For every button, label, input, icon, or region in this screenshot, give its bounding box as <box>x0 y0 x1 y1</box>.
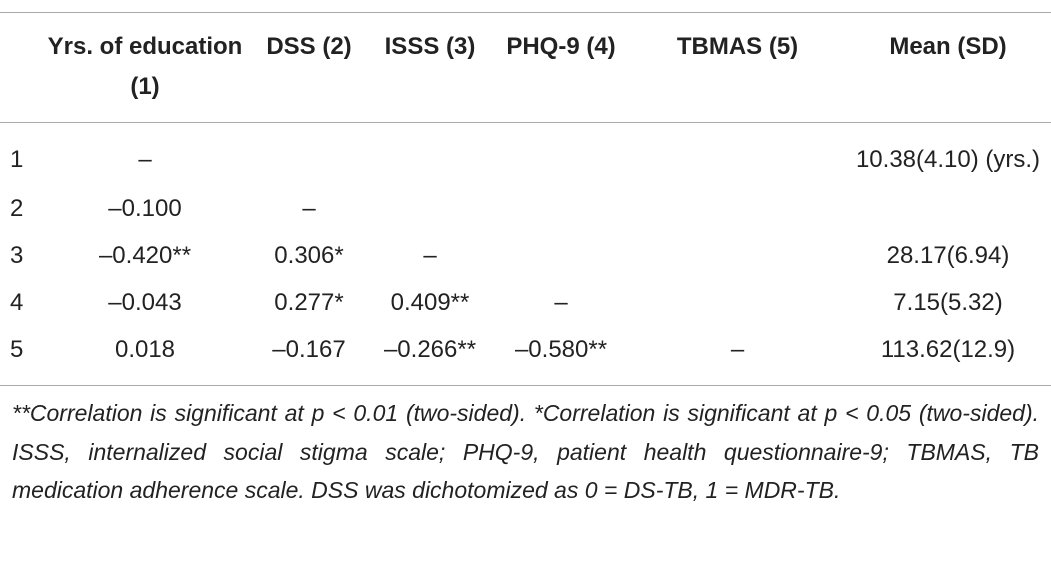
correlation-table: Yrs. of education (1) DSS (2) ISSS (3) PHQ-… <box>0 12 1051 386</box>
empty-cell <box>630 123 845 186</box>
correlation-cell: – <box>730 335 745 363</box>
mean-cell: 28.17(6.94) <box>886 241 1010 269</box>
header-cell: TBMAS (5) <box>676 33 799 60</box>
mean-cell: 7.15(5.32) <box>893 288 1003 316</box>
row-label: 2 <box>10 194 24 222</box>
header-cell <box>0 13 40 123</box>
correlation-cell: –0.100 <box>108 194 182 222</box>
footnote: **Correlation is significant at p < 0.01… <box>12 400 1039 503</box>
correlation-cell: –0.167 <box>272 335 346 363</box>
table-row: 2 –0.100 – <box>0 185 1051 232</box>
empty-cell <box>845 185 1051 232</box>
mean-cell: 10.38(4.10) (yrs.) <box>855 146 1041 173</box>
row-label: 4 <box>10 288 24 316</box>
table-header: Yrs. of education (1) DSS (2) ISSS (3) PHQ-… <box>0 12 1051 123</box>
empty-cell <box>250 123 368 186</box>
empty-cell <box>630 232 845 279</box>
header-cell: Mean (SD) <box>889 33 1007 60</box>
empty-cell <box>492 185 630 232</box>
correlation-cell: –0.580** <box>514 335 608 363</box>
correlation-cell: – <box>423 241 437 269</box>
empty-cell <box>630 185 845 232</box>
empty-cell <box>492 123 630 186</box>
correlation-cell: –0.043 <box>108 288 182 316</box>
row-label: 3 <box>10 241 24 269</box>
mean-cell: 113.62(12.9) <box>880 335 1016 363</box>
correlation-cell: – <box>138 146 152 173</box>
table-container: Yrs. of education (1) DSS (2) ISSS (3) PHQ-… <box>0 12 1051 503</box>
table-row: 3 –0.420** 0.306* – 28.17(6.94) <box>0 232 1051 279</box>
correlation-cell: 0.409** <box>390 288 470 316</box>
correlation-cell: 0.018 <box>114 335 176 363</box>
empty-cell <box>368 185 492 232</box>
table-row: 4 –0.043 0.277* 0.409** – 7.15(5.32) <box>0 279 1051 326</box>
empty-cell <box>630 279 845 326</box>
correlation-cell: –0.266** <box>383 335 477 363</box>
correlation-cell: 0.306* <box>274 241 344 269</box>
header-row: Yrs. of education (1) DSS (2) ISSS (3) PHQ-… <box>0 12 1051 123</box>
correlation-cell: – <box>554 288 568 316</box>
header-cell: Yrs. of education (1) <box>47 33 243 100</box>
row-label: 5 <box>10 335 24 363</box>
correlation-cell: – <box>302 194 316 222</box>
table-row: 5 0.018 –0.167 –0.266** –0.580** – 113.62(12.9… <box>0 326 1051 386</box>
correlation-cell: –0.420** <box>98 241 192 269</box>
correlation-cell: 0.277* <box>274 288 344 316</box>
header-cell: DSS (2) <box>266 33 352 60</box>
row-label: 1 <box>10 146 24 173</box>
table-body: 1 – 10.38(4.10) (yrs.) 2 –0.100 – 3 –0.420** 0.3… <box>0 123 1051 386</box>
header-cell: ISSS (3) <box>384 33 476 60</box>
table-row: 1 – 10.38(4.10) (yrs.) <box>0 123 1051 186</box>
header-cell: PHQ-9 (4) <box>506 33 616 60</box>
empty-cell <box>492 232 630 279</box>
empty-cell <box>368 123 492 186</box>
